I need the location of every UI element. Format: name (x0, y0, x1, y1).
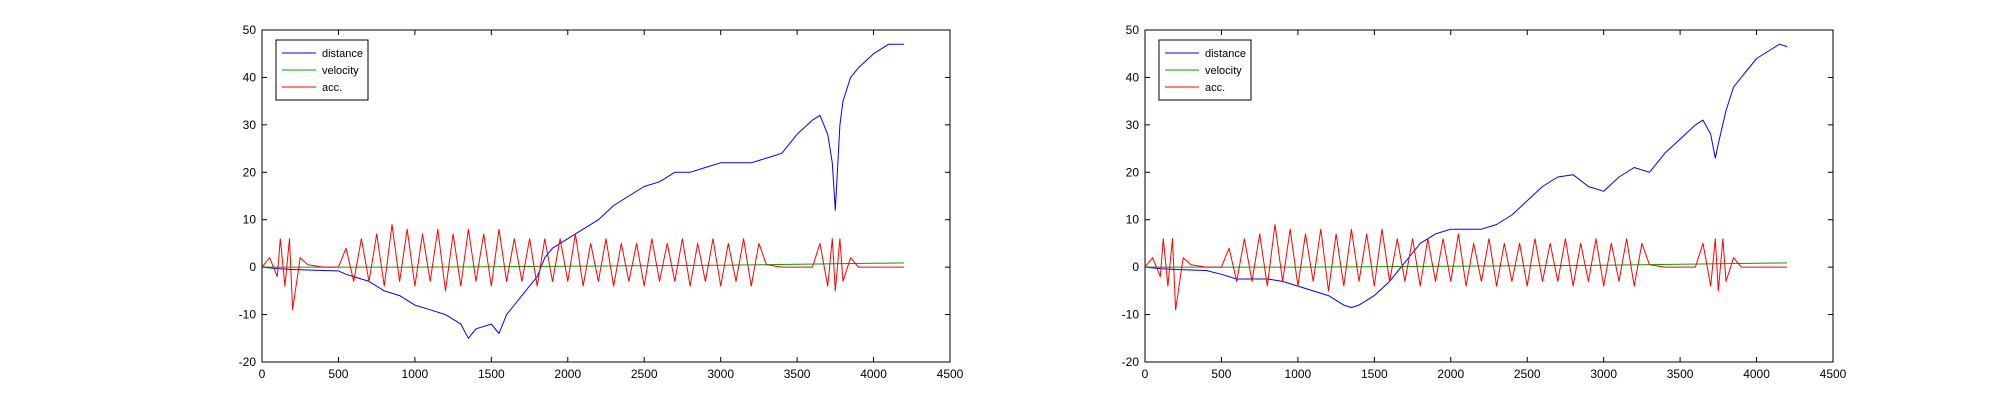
x-tick-label: 2000 (554, 367, 581, 381)
y-tick-label: -10 (1122, 308, 1140, 322)
series-distance-line (261, 43, 905, 339)
x-tick-label: 2000 (1437, 367, 1464, 381)
y-tick-label: 10 (1126, 213, 1140, 227)
legend-label: velocity (322, 65, 359, 77)
y-tick-label: 30 (1126, 118, 1140, 132)
y-tick-label: 30 (243, 118, 257, 132)
chart-left: 0 500 1000 1500 2000 2500 3000 3500 4000 4500-20-… (239, 23, 964, 381)
y-tick-label: 50 (1126, 23, 1140, 37)
y-tick-label: 50 (243, 23, 257, 37)
x-tick-label: 3000 (707, 367, 734, 381)
x-tick-label: 4000 (860, 367, 887, 381)
series-velocity-line (1145, 262, 1788, 268)
y-tick-label: -10 (239, 308, 257, 322)
plot-area (261, 29, 951, 363)
y-tick-label: -20 (239, 355, 257, 369)
x-tick-label: 4500 (937, 367, 964, 381)
x-tick-label: 3500 (784, 367, 811, 381)
series-velocity-line (262, 262, 905, 268)
chart-right: 0 500 1000 1500 2000 2500 3000 3500 4000 4500-20-… (1122, 23, 1847, 381)
y-tick-label: 40 (243, 70, 257, 84)
y-tick-label: 10 (243, 213, 257, 227)
x-tick-label: 2500 (1514, 367, 1541, 381)
y-tick-label: 0 (1132, 260, 1139, 274)
x-tick-label: 2500 (631, 367, 658, 381)
y-tick-label: 0 (249, 260, 256, 274)
x-tick-label: 0 (259, 367, 266, 381)
y-tick-label: -20 (1122, 355, 1140, 369)
legend-label: acc. (322, 82, 342, 94)
x-tick-label: 3000 (1590, 367, 1617, 381)
x-tick-label: 1000 (1285, 367, 1312, 381)
legend-label: velocity (1205, 65, 1242, 77)
legend-label: distance (322, 48, 363, 60)
x-tick-label: 1000 (402, 367, 429, 381)
series-acc-line (261, 224, 905, 311)
x-tick-label: 500 (1211, 367, 1231, 381)
x-tick-label: 500 (328, 367, 348, 381)
x-tick-label: 1500 (478, 367, 505, 381)
x-tick-label: 0 (1142, 367, 1149, 381)
y-tick-label: 40 (1126, 70, 1140, 84)
x-tick-label: 4000 (1743, 367, 1770, 381)
series-distance-line (1144, 43, 1788, 308)
x-tick-label: 4500 (1820, 367, 1847, 381)
y-tick-label: 20 (243, 165, 257, 179)
y-tick-label: 20 (1126, 165, 1140, 179)
series-acc-line (1144, 224, 1788, 311)
x-tick-label: 1500 (1361, 367, 1388, 381)
x-tick-label: 3500 (1667, 367, 1694, 381)
legend-label: distance (1205, 48, 1246, 60)
plot-area (1144, 29, 1834, 363)
legend-label: acc. (1205, 82, 1225, 94)
